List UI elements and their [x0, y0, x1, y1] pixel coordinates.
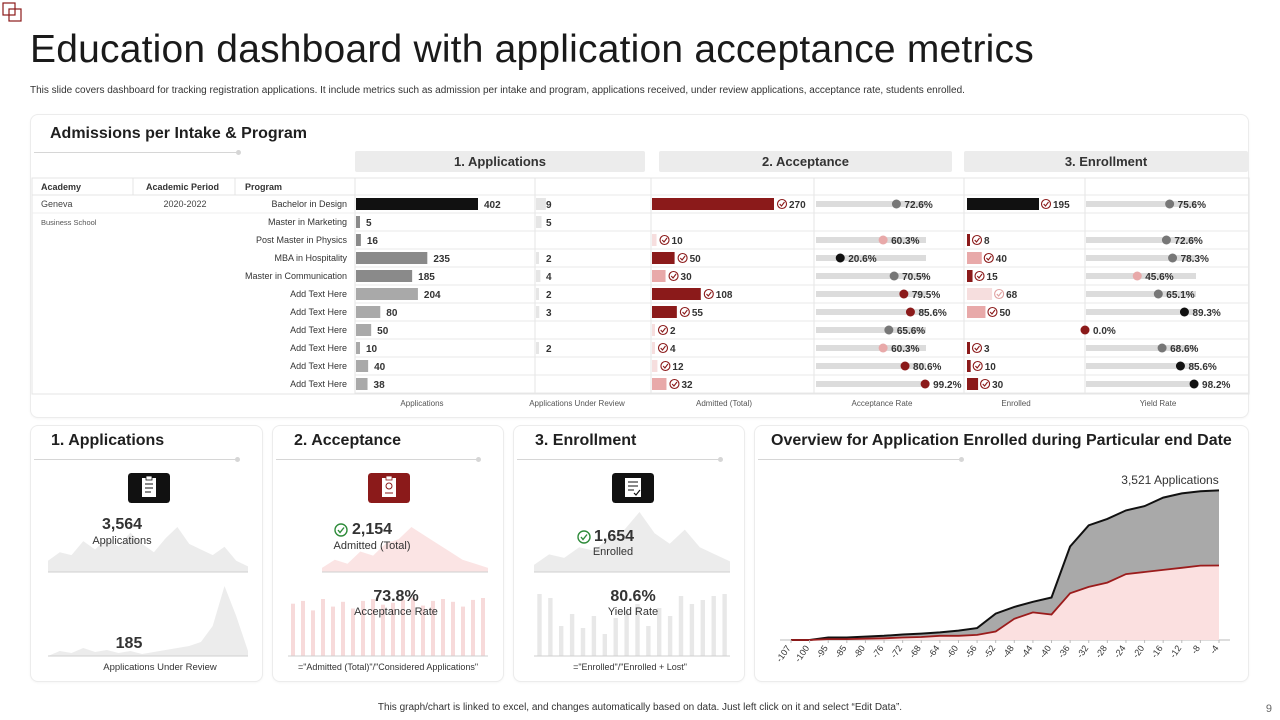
under-review-value: 185 — [115, 635, 143, 652]
acceptance-kpi-card — [272, 425, 504, 682]
footer-note: This graph/chart is linked to excel, and… — [377, 702, 903, 713]
overview-title: Overview for Application Enrolled during… — [771, 432, 1232, 449]
under-review-label: Applications Under Review — [103, 662, 217, 673]
axis-label-under-review: Applications Under Review — [529, 399, 625, 408]
check-circle-icon — [577, 530, 591, 544]
check-circle-icon — [1120, 549, 1131, 560]
acceptance-formula: ="Admitted (Total)"/"Considered Applicat… — [297, 662, 479, 672]
acceptance-clipboard-icon — [368, 473, 410, 503]
page-title: Education dashboard with application acc… — [30, 28, 1034, 71]
acceptance-rate-label: Acceptance Rate — [354, 606, 438, 618]
acceptance-kpi-title: 2. Acceptance — [294, 432, 402, 449]
clipboard-icon — [128, 473, 170, 503]
enrollment-kpi-underline — [517, 457, 723, 462]
check-circle-icon — [334, 523, 348, 537]
axis-label-admitted: Admitted (Total) — [695, 399, 753, 408]
enrolled-value: 1,654 — [594, 528, 635, 545]
page-number: 9 — [1265, 703, 1272, 715]
enrolled-label: Enrolled — [592, 546, 634, 558]
enrollment-kpi-title: 3. Enrollment — [535, 432, 637, 449]
axis-label-acceptance-rate: Acceptance Rate — [851, 399, 913, 408]
logo-icon — [2, 2, 22, 22]
applications-total-label: Applications — [92, 535, 152, 547]
overview-underline — [758, 457, 964, 462]
admitted-total-value: 2,154 — [352, 521, 393, 538]
overview-enrolled-annotation: 1,752 Enrolled — [1120, 548, 1212, 562]
admitted-total-label: Admitted (Total) — [333, 540, 411, 552]
axis-label-enrolled: Enrolled — [1001, 399, 1031, 408]
section-header-acceptance: 2. Acceptance — [659, 151, 952, 172]
yield-rate-value: 80.6% — [610, 588, 656, 605]
enrollment-formula: ="Enrolled"/"Enrolled + Lost" — [573, 662, 687, 672]
acceptance-kpi-underline — [276, 457, 481, 462]
page-subtitle: This slide covers dashboard for tracking… — [30, 85, 965, 96]
overview-enrolled-text: 1,752 Enrolled — [1134, 548, 1212, 562]
acceptance-rate-value: 73.8% — [373, 588, 419, 605]
applications-kpi-title: 1. Applications — [51, 432, 165, 449]
yield-rate-label: Yield Rate — [607, 606, 659, 618]
axis-label-yield-rate: Yield Rate — [1139, 399, 1177, 408]
section-header-enrollment: 3. Enrollment — [964, 151, 1248, 172]
applications-total-value: 3,564 — [101, 516, 143, 533]
admissions-underline — [34, 150, 241, 155]
axis-label-applications: Applications — [400, 399, 444, 408]
overview-total-annotation: 3,521 Applications — [1121, 473, 1219, 487]
enrollment-form-icon — [612, 473, 654, 503]
admissions-title: Admissions per Intake & Program — [50, 125, 307, 142]
applications-kpi-underline — [34, 457, 240, 462]
section-header-applications: 1. Applications — [355, 151, 645, 172]
